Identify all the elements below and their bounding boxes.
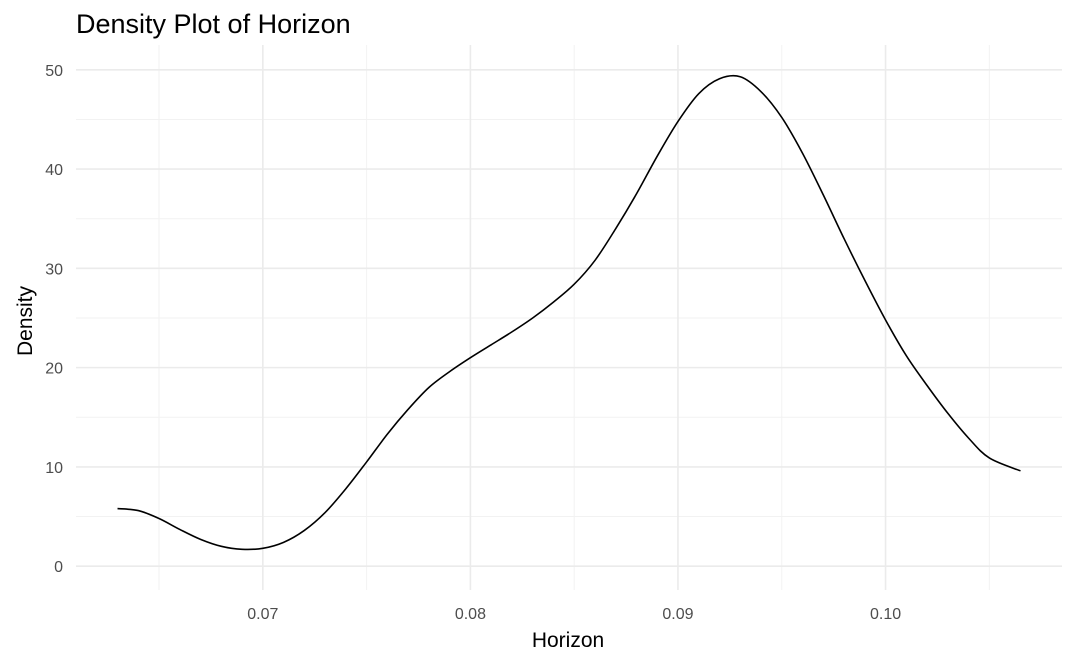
x-tick-label: 0.09 bbox=[662, 606, 693, 623]
y-tick-label: 20 bbox=[45, 361, 63, 378]
y-axis-title: Density bbox=[14, 285, 37, 356]
x-axis-title: Horizon bbox=[532, 629, 604, 652]
chart-title: Density Plot of Horizon bbox=[76, 9, 351, 39]
x-tick-label: 0.07 bbox=[247, 606, 278, 623]
y-tick-label: 10 bbox=[45, 460, 63, 477]
minor-gridlines bbox=[76, 45, 1062, 590]
y-tick-label: 0 bbox=[54, 559, 63, 576]
y-tick-label: 40 bbox=[45, 162, 63, 179]
major-gridlines bbox=[76, 45, 1062, 590]
density-curve-layer bbox=[117, 74, 1021, 551]
y-tick-label: 30 bbox=[45, 261, 63, 278]
y-tick-label: 50 bbox=[45, 63, 63, 80]
tick-labels: 0.07 0.08 0.09 0.10 0 10 20 30 40 50 bbox=[45, 63, 901, 623]
x-tick-label: 0.10 bbox=[870, 606, 901, 623]
density-curve bbox=[117, 74, 1021, 551]
x-tick-label: 0.08 bbox=[455, 606, 486, 623]
